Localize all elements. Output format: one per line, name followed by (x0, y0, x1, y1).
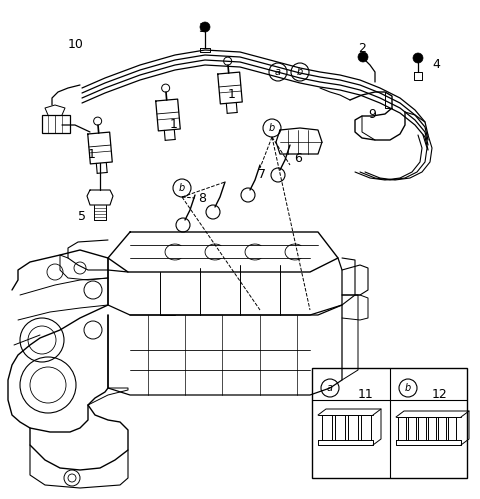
Circle shape (269, 63, 287, 81)
Circle shape (173, 179, 191, 197)
Text: 1: 1 (228, 88, 236, 101)
Circle shape (321, 379, 339, 397)
Circle shape (358, 52, 368, 62)
Text: 6: 6 (294, 152, 302, 165)
Text: 10: 10 (68, 38, 84, 51)
Text: 1: 1 (88, 148, 96, 161)
Text: 7: 7 (258, 168, 266, 181)
Bar (312, 368, 467, 478)
Text: 8: 8 (198, 192, 206, 205)
Circle shape (291, 63, 309, 81)
Text: 11: 11 (358, 388, 374, 401)
Text: b: b (179, 183, 185, 193)
Text: 5: 5 (78, 210, 86, 223)
Circle shape (263, 119, 281, 137)
Text: 12: 12 (432, 388, 448, 401)
Text: 3: 3 (198, 22, 206, 35)
Text: b: b (269, 123, 275, 133)
Circle shape (200, 22, 210, 32)
Bar (42, 115, 70, 133)
Text: 4: 4 (432, 58, 440, 71)
Text: 1: 1 (170, 118, 178, 131)
Circle shape (413, 53, 423, 63)
Text: b: b (297, 67, 303, 77)
Text: 2: 2 (358, 42, 366, 55)
Circle shape (399, 379, 417, 397)
Text: a: a (327, 383, 333, 393)
Text: 9: 9 (368, 108, 376, 121)
Text: a: a (275, 67, 281, 77)
Text: b: b (405, 383, 411, 393)
